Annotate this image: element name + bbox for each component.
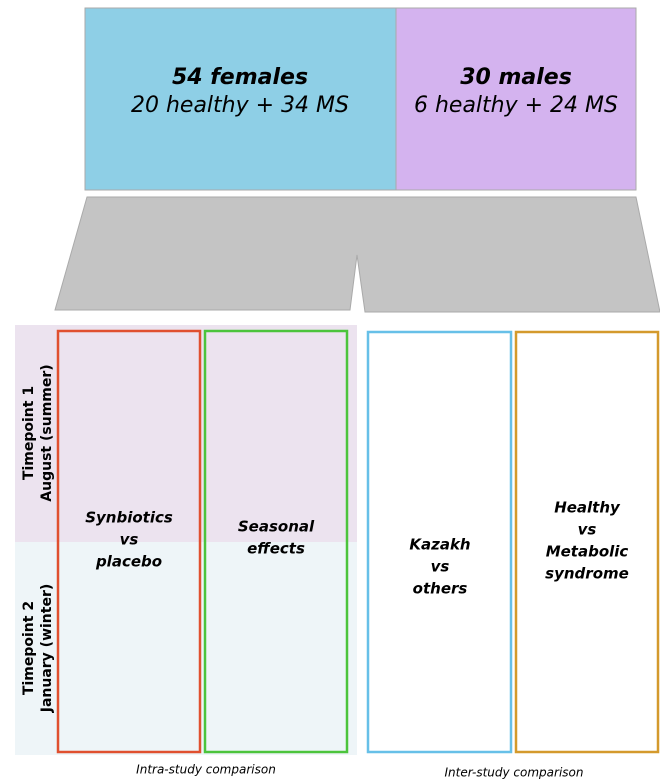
timepoint-title: Timepoint 1 xyxy=(21,386,37,480)
group-title: 30 males xyxy=(460,65,572,90)
timepoint-1-band xyxy=(15,325,357,542)
group-title: 54 females xyxy=(172,65,308,90)
males-box xyxy=(395,7,637,191)
comparison-box xyxy=(56,329,202,754)
group-detail: 6 healthy + 24 MS xyxy=(414,93,618,118)
group-detail: 20 healthy + 34 MS xyxy=(131,93,349,118)
comparison-label: Kazakh xyxy=(409,536,470,554)
comparison-label: others xyxy=(413,580,468,598)
funnel xyxy=(54,196,660,313)
comparison-label: syndrome xyxy=(545,565,629,583)
comparison-box xyxy=(514,330,660,754)
comparison-label: Metabolic xyxy=(546,543,629,561)
timepoint-title: Timepoint 2 xyxy=(21,601,37,695)
comparison-label: vs xyxy=(578,521,597,539)
comparison-box xyxy=(366,330,513,754)
females-box xyxy=(84,7,397,191)
timepoint-detail: January (winter) xyxy=(39,584,55,714)
comparison-label: effects xyxy=(247,540,305,558)
timepoint-detail: August (summer) xyxy=(39,364,55,501)
caption: Inter-study comparison xyxy=(444,766,583,780)
caption: Intra-study comparison xyxy=(136,763,276,777)
comparison-label: vs xyxy=(120,531,139,549)
comparison-label: placebo xyxy=(95,553,162,571)
comparison-box xyxy=(203,329,349,754)
comparison-label: Healthy xyxy=(554,499,621,517)
comparison-label: Synbiotics xyxy=(85,509,173,527)
comparison-label: vs xyxy=(431,558,450,576)
comparison-label: Seasonal xyxy=(238,518,315,536)
timepoint-2-band xyxy=(15,542,357,755)
